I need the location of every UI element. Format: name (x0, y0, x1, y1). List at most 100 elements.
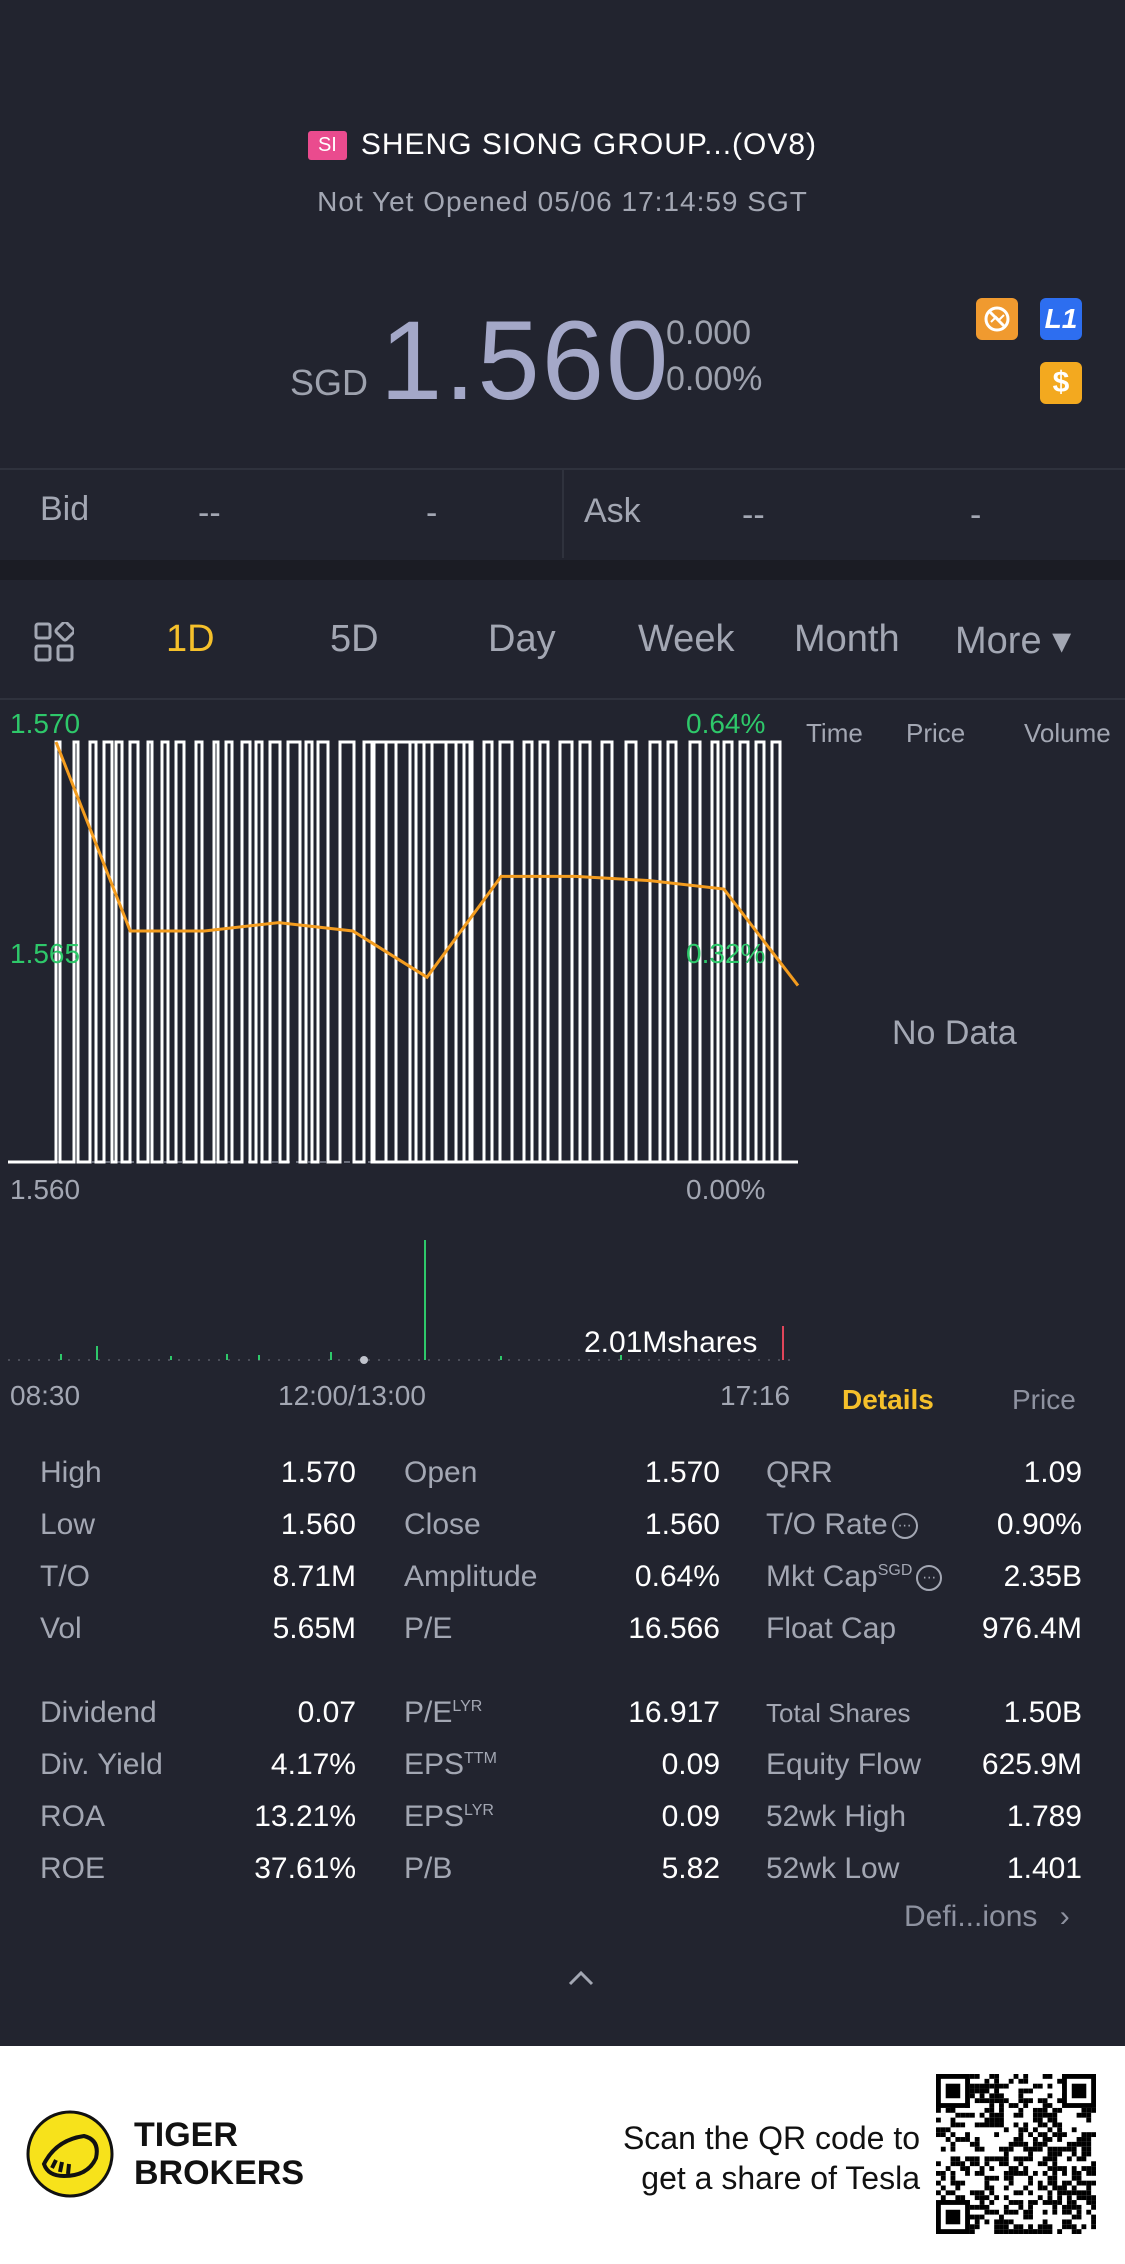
dollar-icon[interactable]: $ (1040, 362, 1082, 404)
promo-text: Scan the QR code to get a share of Tesla (560, 2118, 920, 2198)
stat-value: 37.61% (254, 1852, 356, 1885)
stat-label: ROE (40, 1852, 105, 1886)
stat-label-text: Low (40, 1508, 96, 1541)
volume-bar (226, 1354, 228, 1360)
stat-label: Close (404, 1508, 481, 1542)
bid-price: -- (198, 494, 221, 532)
volume-bar (170, 1356, 172, 1360)
stat-label-text: Amplitude (404, 1560, 538, 1593)
stat-value: 5.65M (272, 1612, 356, 1645)
stat-value: 1.09 (1023, 1456, 1082, 1489)
volume-bar (620, 1355, 622, 1360)
ask-size: - (970, 496, 982, 534)
stat-value: 0.09 (661, 1748, 720, 1781)
stat-label-text: 52wk High (766, 1800, 907, 1833)
volume-bar (782, 1326, 784, 1360)
stat-label-text: Vol (40, 1612, 82, 1645)
price-range-band (8, 740, 798, 1164)
stat-label-text: High (40, 1456, 102, 1489)
stock-title-row: SI SHENG SIONG GROUP...(OV8) (0, 128, 1125, 162)
market-status: Not Yet Opened 05/06 17:14:59 SGT (317, 186, 808, 217)
stat-value: 625.9M (981, 1748, 1082, 1781)
tiger-logo-icon (26, 2110, 114, 2198)
chevron-up-icon[interactable] (566, 1968, 596, 1988)
stat-value: 0.90% (996, 1508, 1082, 1541)
stat-label: Float Cap (766, 1612, 896, 1646)
stat-label-text: P/E (404, 1696, 453, 1729)
definitions-link[interactable]: Defi...ions › (904, 1900, 1070, 1934)
stat-label-text: Float Cap (766, 1612, 897, 1645)
stat-label-text: Total Shares (766, 1698, 911, 1728)
chevron-right-icon: › (1059, 1900, 1070, 1933)
ask-label: Ask (584, 492, 641, 530)
stat-value: 16.917 (628, 1696, 720, 1729)
stat-label: EPSLYR (404, 1800, 494, 1834)
bid-size: - (426, 494, 438, 532)
grid-icon[interactable] (34, 620, 76, 662)
level1-icon[interactable]: L1 (1040, 298, 1082, 340)
stat-label-text: Equity Flow (766, 1748, 922, 1781)
column-time: Time (806, 718, 863, 748)
stat-value: 1.401 (1006, 1852, 1082, 1885)
tab-week[interactable]: Week (638, 618, 735, 660)
stat-label: High (40, 1456, 102, 1490)
ask-price: -- (742, 496, 765, 534)
tab-5d[interactable]: 5D (330, 618, 379, 660)
info-icon[interactable]: ⋯ (891, 1513, 918, 1540)
volume-bar (258, 1355, 260, 1360)
stat-label-text: P/E (404, 1612, 453, 1645)
intraday-chart[interactable] (0, 700, 800, 1370)
bid-ask-divider (562, 470, 564, 558)
stat-value: 1.789 (1006, 1800, 1082, 1833)
stat-label-text: EPS (404, 1748, 465, 1781)
price-change-percent: 0.00% (666, 360, 763, 398)
y-left-tick: 1.570 (10, 708, 81, 739)
currency-label: SGD (290, 362, 369, 403)
stat-label: Low (40, 1508, 95, 1542)
brand-name: TIGER BROKERS (134, 2116, 304, 2192)
stat-label: Div. Yield (40, 1748, 163, 1782)
stat-label-text: Close (404, 1508, 481, 1541)
stat-label: Total Shares (766, 1696, 911, 1730)
stat-value: 1.560 (280, 1508, 356, 1541)
tab-month[interactable]: Month (794, 618, 900, 660)
y-right-tick: 0.64% (686, 708, 766, 739)
stat-label-text: Open (404, 1456, 478, 1489)
volume-bar (96, 1346, 98, 1360)
stat-label-text: ROE (40, 1852, 106, 1885)
stat-value: 0.07 (297, 1696, 356, 1729)
x-tick: 17:16 (720, 1380, 791, 1411)
stat-label-superscript: LYR (464, 1802, 494, 1819)
y-right-tick: 0.32% (686, 938, 766, 969)
stock-title[interactable]: SHENG SIONG GROUP...(OV8) (360, 128, 818, 161)
no-short-icon[interactable] (976, 298, 1018, 340)
stat-label: T/O (40, 1560, 90, 1594)
stat-label-text: ROA (40, 1800, 106, 1833)
stat-label: 52wk High (766, 1800, 906, 1834)
tab-1d[interactable]: 1D (166, 618, 215, 660)
tab-more[interactable]: More ▾ (955, 620, 1072, 662)
tab-details[interactable]: Details (842, 1384, 934, 1415)
info-icon[interactable]: ⋯ (916, 1565, 943, 1592)
stat-label-superscript: TTM (464, 1750, 497, 1767)
bid-label: Bid (40, 490, 90, 528)
stat-value: 8.71M (272, 1560, 356, 1593)
stat-label-text: Div. Yield (40, 1748, 163, 1781)
volume-bar (424, 1240, 426, 1360)
market-badge: SI (307, 130, 347, 160)
volume-bar (330, 1352, 332, 1360)
promo-line-2: get a share of Tesla (641, 2160, 920, 2196)
stat-label-text: T/O Rate (766, 1508, 888, 1541)
tab-price[interactable]: Price (1012, 1384, 1076, 1415)
section-divider-band (0, 560, 1125, 580)
stat-label: T/O Rate ⋯ (766, 1508, 918, 1542)
column-volume: Volume (1024, 718, 1111, 748)
stat-label: ROA (40, 1800, 105, 1834)
stat-label: QRR (766, 1456, 833, 1490)
y-left-tick: 1.565 (10, 938, 81, 969)
divider (0, 468, 1125, 470)
qr-code (936, 2074, 1096, 2234)
tab-day[interactable]: Day (488, 618, 556, 660)
stat-value: 4.17% (270, 1748, 356, 1781)
stat-label-text: QRR (766, 1456, 833, 1489)
